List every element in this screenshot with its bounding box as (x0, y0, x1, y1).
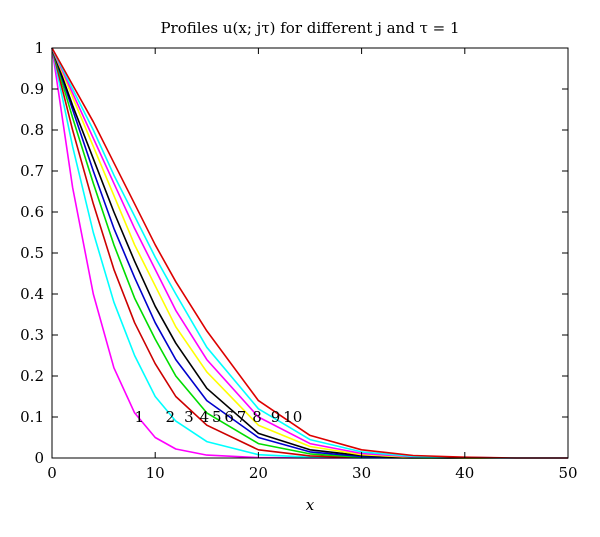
y-tick-label: 0.8 (20, 121, 44, 139)
x-tick-label: 10 (146, 464, 165, 482)
curve-label-8: 8 (252, 408, 262, 426)
curve-label-4: 4 (200, 408, 210, 426)
series-line-3 (51, 47, 568, 459)
x-tick-label: 50 (558, 464, 577, 482)
x-tick-label: 30 (352, 464, 371, 482)
y-tick-label: 0.7 (20, 162, 44, 180)
x-axis-label: x (306, 496, 315, 514)
curve-label-1: 1 (135, 408, 145, 426)
curve-label-5: 5 (212, 408, 222, 426)
series-line-9 (51, 47, 568, 459)
curve-label-10: 10 (283, 408, 302, 426)
chart-title: Profiles u(x; jτ) for different j and τ … (160, 19, 459, 37)
curve-label-3: 3 (184, 408, 194, 426)
series-line-4 (51, 47, 568, 459)
curve-label-2: 2 (166, 408, 176, 426)
y-tick-label: 0.2 (20, 367, 44, 385)
y-tick-label: 0 (34, 449, 44, 467)
curve-labels: 1 2 3 4 5 6 7 8 9 10 (135, 408, 303, 426)
y-tick-label: 0.6 (20, 203, 44, 221)
x-tick-label: 20 (249, 464, 268, 482)
curve-label-7: 7 (237, 408, 247, 426)
series-line-2 (51, 47, 568, 459)
y-tick-label: 0.9 (20, 80, 44, 98)
series-lines (51, 47, 568, 459)
y-tick-label: 1 (34, 39, 44, 57)
series-line-1 (51, 47, 568, 459)
axis-ticks: 0 10 20 30 40 50 0 0.1 0.2 0.3 0.4 0.5 0.6 0.7 0.8 0.9 1 (20, 39, 577, 482)
series-line-8 (51, 47, 568, 459)
x-tick-label: 40 (455, 464, 474, 482)
series-line-10 (51, 47, 568, 459)
y-tick-label: 0.4 (20, 285, 44, 303)
y-tick-label: 0.3 (20, 326, 44, 344)
series-line-5 (51, 47, 568, 459)
curve-label-9: 9 (271, 408, 281, 426)
x-tick-label: 0 (47, 464, 57, 482)
plot-frame (51, 47, 569, 459)
series-line-6 (51, 47, 568, 459)
y-tick-label: 0.5 (20, 244, 44, 262)
series-line-7 (51, 47, 568, 459)
y-tick-label: 0.1 (20, 408, 44, 426)
curve-label-6: 6 (224, 408, 234, 426)
